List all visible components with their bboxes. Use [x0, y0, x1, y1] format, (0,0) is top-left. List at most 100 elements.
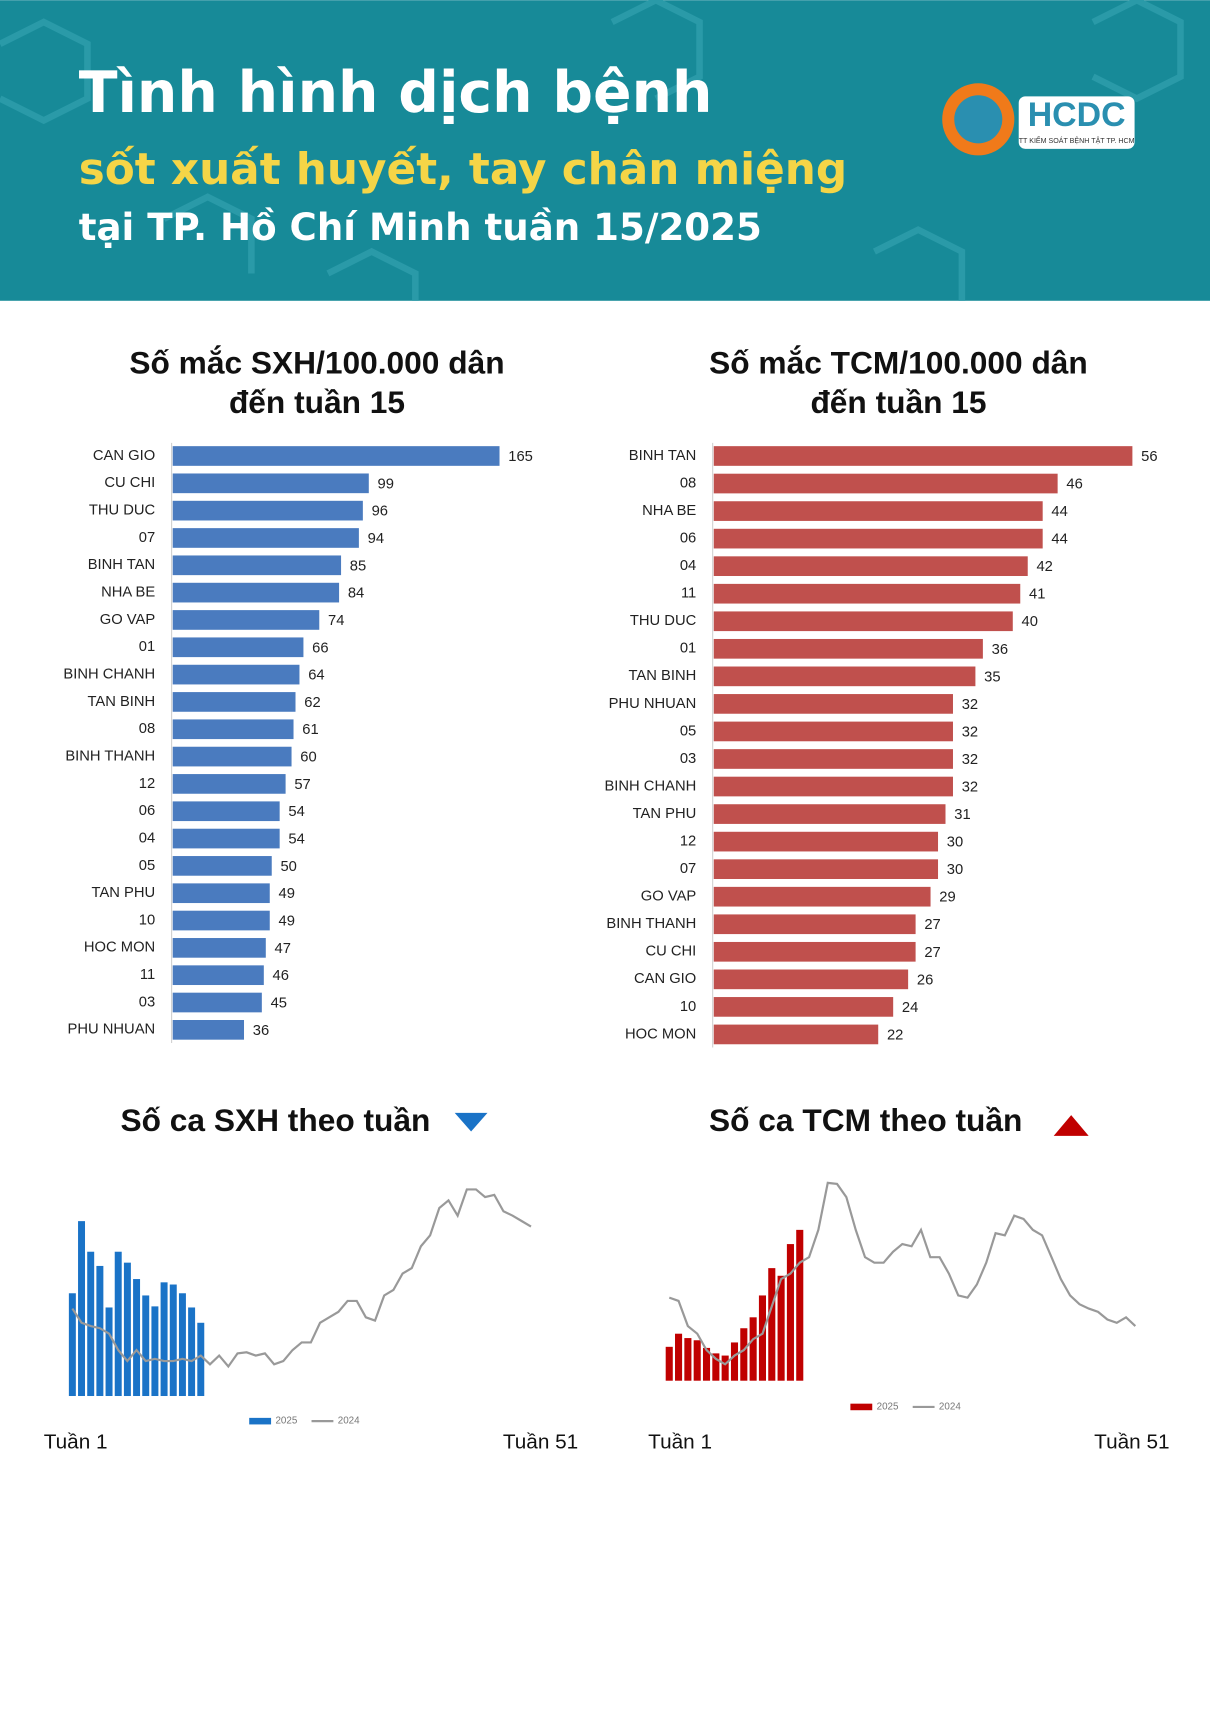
- category-label: HOC MON: [625, 1026, 696, 1042]
- bar: [684, 1338, 692, 1381]
- trend-down-icon: [454, 1112, 488, 1132]
- value-label: 99: [378, 476, 394, 492]
- bar: [172, 774, 286, 794]
- x-tick-label: Tuần 1: [44, 1430, 108, 1453]
- bar: [172, 992, 262, 1013]
- value-label: 27: [924, 945, 940, 961]
- bar: [172, 910, 270, 931]
- category-label: TAN PHU: [92, 885, 156, 901]
- value-label: 84: [348, 586, 364, 602]
- bar: [105, 1307, 113, 1397]
- value-label: 66: [312, 640, 328, 656]
- bar: [78, 1221, 86, 1397]
- bar: [172, 828, 280, 849]
- bar: [713, 804, 946, 824]
- bar: [713, 501, 1043, 521]
- bar: [172, 637, 304, 658]
- value-label: 74: [328, 613, 344, 629]
- bar: [197, 1322, 205, 1397]
- bar: [712, 1353, 720, 1381]
- bar: [169, 1284, 177, 1397]
- bar: [172, 582, 340, 603]
- category-label: BINH CHANH: [604, 778, 696, 794]
- bar: [172, 856, 272, 876]
- bar: [713, 969, 909, 990]
- x-tick-label: Tuần 51: [503, 1430, 578, 1453]
- value-label: 60: [300, 750, 316, 766]
- line: [668, 1181, 1137, 1366]
- bar: [796, 1229, 804, 1381]
- bar: [713, 583, 1021, 604]
- category-label: 10: [139, 912, 155, 928]
- bar: [749, 1317, 757, 1381]
- bar: [675, 1333, 683, 1381]
- header-subtitle: tại TP. Hồ Chí Minh tuần 15/2025: [79, 206, 762, 249]
- value-label: 36: [253, 1023, 269, 1039]
- bar: [172, 500, 363, 521]
- category-label: THU DUC: [89, 503, 156, 519]
- category-label: 11: [140, 967, 155, 983]
- bar: [172, 801, 280, 822]
- bar: [713, 638, 983, 659]
- value-label: 47: [275, 941, 291, 957]
- bar: [713, 886, 931, 907]
- category-label: 06: [139, 803, 155, 819]
- category-label: CU CHI: [104, 475, 155, 491]
- value-label: 42: [1036, 559, 1052, 575]
- bar: [96, 1265, 104, 1397]
- bar: [68, 1293, 76, 1397]
- bar: [713, 666, 976, 687]
- bar: [740, 1328, 748, 1381]
- value-label: 165: [508, 449, 533, 465]
- category-label: TAN PHU: [633, 806, 697, 822]
- bar: [713, 446, 1133, 466]
- bar: [713, 831, 939, 852]
- value-label: 30: [947, 862, 963, 878]
- category-label: 08: [680, 475, 696, 491]
- bar: [713, 556, 1028, 577]
- category-label: 06: [680, 531, 696, 547]
- bar: [160, 1282, 168, 1397]
- category-label: BINH TAN: [88, 557, 155, 573]
- value-label: 54: [288, 804, 304, 820]
- bar: [693, 1340, 701, 1381]
- value-label: 32: [962, 697, 978, 713]
- bar: [713, 914, 916, 935]
- category-label: 04: [139, 830, 155, 846]
- legend-label: 2025: [275, 1416, 297, 1427]
- bar: [713, 694, 953, 714]
- value-label: 26: [917, 972, 933, 988]
- header-title: Tình hình dịch bệnh: [79, 60, 713, 126]
- category-label: 01: [139, 639, 155, 655]
- value-label: 57: [294, 777, 310, 793]
- bar: [114, 1251, 122, 1397]
- bar: [713, 611, 1013, 632]
- chart-title: Số mắc TCM/100.000 dân: [709, 345, 1088, 381]
- value-label: 27: [924, 917, 940, 933]
- bar: [172, 719, 294, 740]
- category-label: GO VAP: [100, 612, 156, 628]
- bar: [768, 1268, 776, 1381]
- bar: [786, 1244, 794, 1381]
- category-label: BINH THANH: [606, 916, 696, 932]
- value-label: 40: [1022, 614, 1038, 630]
- bar: [713, 721, 953, 742]
- category-label: HOC MON: [84, 940, 155, 956]
- bar: [172, 555, 342, 576]
- category-label: 07: [139, 530, 155, 546]
- chart-title: Số ca SXH theo tuần: [121, 1102, 431, 1138]
- value-label: 35: [984, 669, 1000, 685]
- bar: [172, 528, 359, 548]
- legend-label: 2024: [939, 1402, 961, 1413]
- category-label: PHU NHUAN: [68, 1022, 156, 1038]
- legend-label: 2024: [338, 1416, 360, 1427]
- value-label: 61: [302, 722, 318, 738]
- category-label: THU DUC: [630, 613, 697, 629]
- legend-label: 2025: [877, 1402, 899, 1413]
- value-label: 49: [279, 886, 295, 902]
- bar: [172, 692, 296, 712]
- category-label: PHU NHUAN: [609, 696, 697, 712]
- bar: [172, 473, 369, 494]
- bar: [777, 1275, 785, 1381]
